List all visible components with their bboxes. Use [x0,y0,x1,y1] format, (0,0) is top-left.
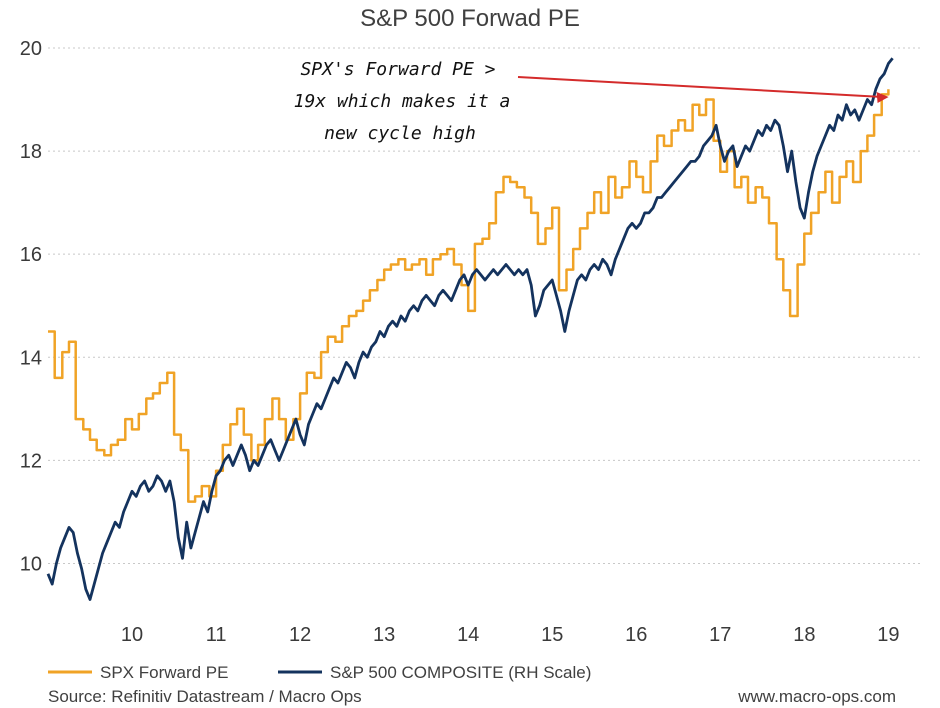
legend-label-spx: S&P 500 COMPOSITE (RH Scale) [330,663,591,682]
x-tick-label: 15 [541,624,563,646]
x-tick-label: 16 [625,624,647,646]
x-tick-label: 12 [289,624,311,646]
annotation-line: new cycle high [324,123,476,144]
y-tick-label: 20 [20,38,42,60]
series-line-sp500-composite [46,57,894,601]
y-tick-label: 16 [20,244,42,266]
legend: SPX Forward PE S&P 500 COMPOSITE (RH Sca… [48,663,591,682]
legend-label-pe: SPX Forward PE [100,663,229,682]
series-lines [46,57,894,601]
y-tick-label: 14 [20,347,42,369]
y-tick-label: 10 [20,553,42,575]
x-tick-label: 14 [457,624,479,646]
x-tick-label: 13 [373,624,395,646]
annotation-arrowhead [876,91,889,103]
gridlines [48,47,922,564]
y-axis-tick-labels: 10 12 14 16 18 20 [20,38,42,575]
annotation-line: 19x which makes it a [294,91,511,112]
x-tick-label: 18 [793,624,815,646]
x-tick-label: 17 [709,624,731,646]
x-tick-label: 19 [877,624,899,646]
x-tick-label: 10 [121,624,143,646]
y-tick-label: 12 [20,450,42,472]
series-line-spx-forward-pe [48,89,890,503]
x-tick-label: 11 [206,624,227,646]
annotation-arrow [517,76,883,98]
annotation-line: SPX's Forward PE > [300,59,495,80]
website-credit: www.macro-ops.com [737,687,896,706]
y-tick-label: 18 [20,141,42,163]
annotation: SPX's Forward PE > 19x which makes it a ne… [294,59,889,144]
chart-title: S&P 500 Forwad PE [360,5,580,32]
x-axis-tick-labels: 10 11 12 13 14 15 16 17 18 19 [121,624,900,646]
source-note: Source: Refinitiv Datastream / Macro Ops [48,687,362,706]
